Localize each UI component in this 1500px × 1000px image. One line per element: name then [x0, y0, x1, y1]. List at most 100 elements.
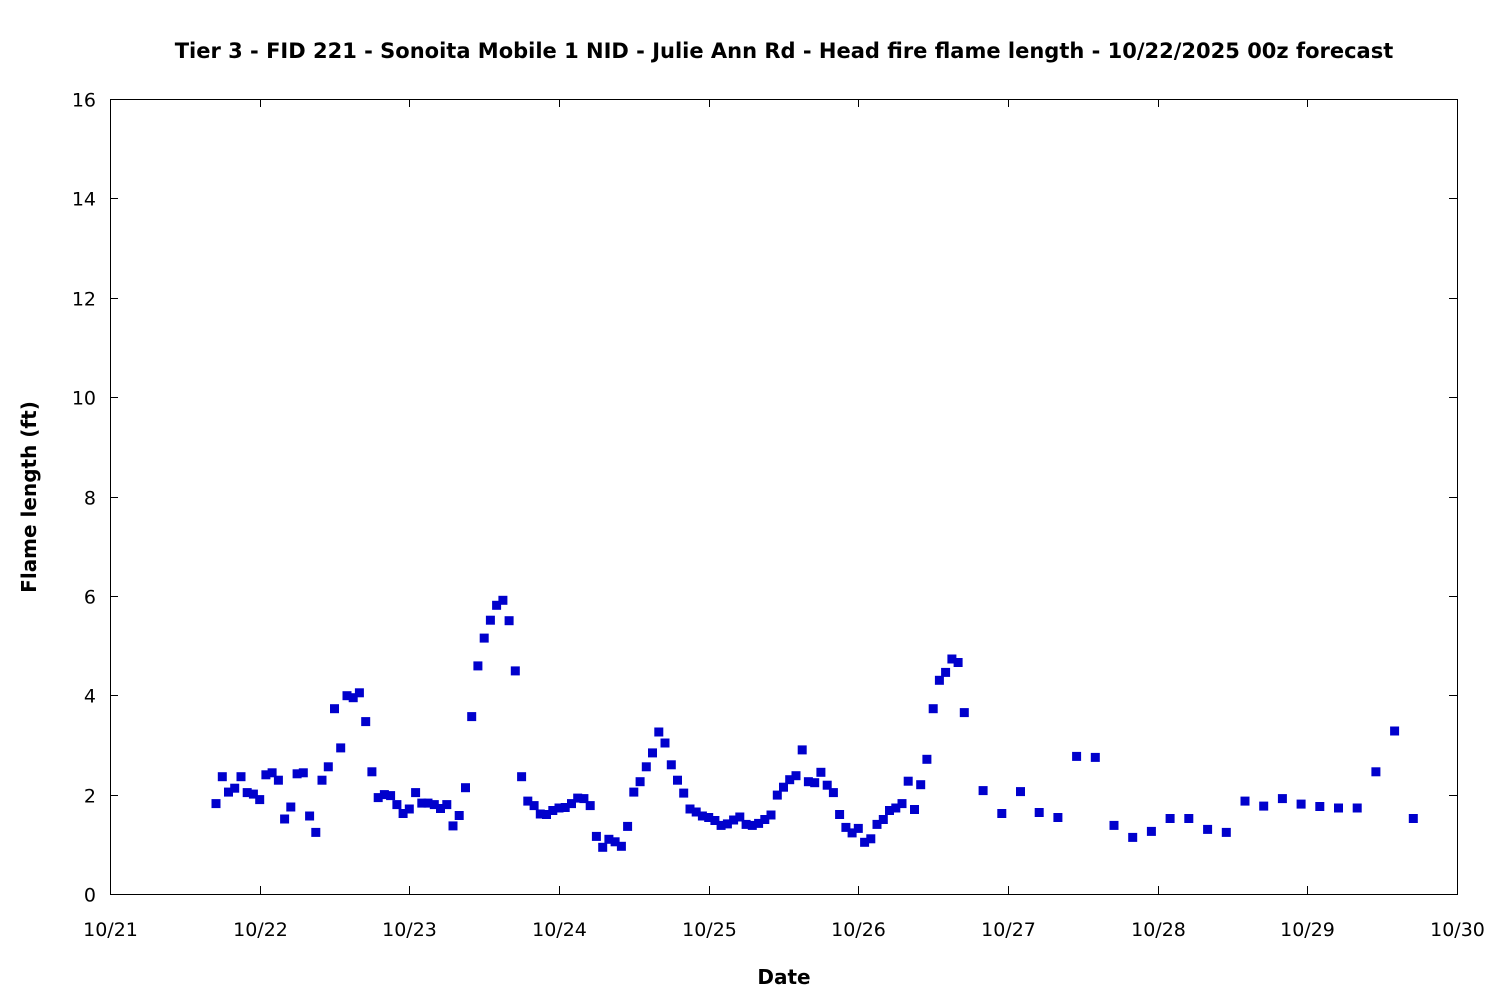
- x-axis-label: Date: [757, 965, 810, 989]
- data-point: [404, 804, 414, 814]
- data-point: [1408, 814, 1418, 823]
- data-point: [336, 743, 346, 753]
- data-point: [1203, 824, 1213, 834]
- data-point: [623, 821, 633, 831]
- data-point: [885, 806, 894, 815]
- data-point: [860, 837, 870, 847]
- data-point: [685, 804, 695, 814]
- data-point: [224, 787, 233, 797]
- data-point: [1128, 832, 1138, 842]
- data-point: [473, 661, 483, 671]
- data-point: [411, 788, 421, 798]
- plot-frame: [110, 99, 1458, 895]
- data-point: [853, 823, 863, 833]
- data-point: [230, 783, 240, 793]
- data-point: [897, 799, 907, 809]
- data-point: [305, 811, 315, 821]
- data-point: [959, 708, 969, 718]
- data-point: [928, 704, 938, 714]
- x-tick-label: 10/28: [1131, 919, 1186, 941]
- data-point: [479, 633, 489, 643]
- data-point: [286, 802, 296, 812]
- data-point: [903, 776, 913, 786]
- data-point: [242, 788, 252, 798]
- data-point: [1034, 808, 1044, 817]
- data-point: [236, 772, 246, 782]
- data-point: [679, 788, 689, 798]
- data-points: [211, 595, 1418, 852]
- data-point: [791, 771, 801, 781]
- data-point: [610, 837, 620, 847]
- data-point: [429, 800, 439, 810]
- data-point: [485, 615, 495, 625]
- data-point: [342, 691, 352, 701]
- data-point: [704, 813, 714, 822]
- data-point: [1146, 826, 1156, 836]
- x-tick-label: 10/27: [981, 919, 1036, 941]
- data-point: [542, 810, 551, 819]
- data-point: [747, 820, 757, 830]
- data-point: [1371, 767, 1381, 777]
- data-point: [822, 780, 832, 790]
- data-point: [828, 788, 838, 798]
- data-point: [311, 827, 321, 837]
- data-point: [766, 810, 776, 820]
- x-tick-label: 10/21: [83, 919, 138, 941]
- data-point: [348, 693, 358, 703]
- data-point: [367, 767, 377, 777]
- x-tick-label: 10/23: [382, 919, 437, 941]
- data-point: [941, 667, 951, 677]
- data-point: [217, 772, 227, 782]
- y-axis: 0 2 4 6 8 10 12 14 16: [72, 90, 1457, 907]
- x-axis: 10/21 10/22 10/23 10/24 10/25 10/26 10/27 10/28…: [83, 99, 1485, 941]
- data-point: [273, 775, 283, 785]
- data-point: [741, 819, 751, 829]
- data-point: [585, 801, 595, 811]
- data-point: [373, 793, 383, 803]
- data-point: [1072, 751, 1082, 761]
- data-point: [654, 727, 664, 737]
- data-point: [1259, 801, 1269, 811]
- data-point: [1016, 787, 1025, 797]
- data-point: [635, 777, 645, 787]
- data-point: [492, 600, 502, 610]
- data-point: [548, 806, 558, 815]
- x-tick-label: 10/30: [1430, 919, 1485, 941]
- data-point: [386, 791, 396, 801]
- x-tick-label: 10/22: [233, 919, 288, 941]
- data-point: [461, 783, 470, 793]
- data-point: [448, 821, 458, 831]
- data-point: [1109, 820, 1119, 830]
- data-point: [467, 712, 477, 722]
- data-point: [760, 815, 770, 824]
- data-point: [598, 842, 608, 852]
- data-point: [934, 675, 944, 685]
- data-point: [1165, 814, 1175, 823]
- chart-title: Tier 3 - FID 221 - Sonoita Mobile 1 NID …: [175, 39, 1394, 63]
- data-point: [779, 782, 788, 792]
- data-point: [841, 822, 851, 832]
- data-point: [691, 807, 701, 817]
- data-point: [666, 760, 676, 770]
- data-point: [1240, 796, 1250, 806]
- data-point: [716, 820, 726, 830]
- data-point: [847, 828, 857, 838]
- y-tick-label: 6: [84, 587, 96, 609]
- data-point: [255, 795, 265, 805]
- data-point: [354, 688, 364, 698]
- data-point: [754, 818, 764, 828]
- data-point: [498, 595, 508, 605]
- data-point: [417, 798, 427, 808]
- data-point: [641, 762, 651, 772]
- data-point: [267, 768, 277, 778]
- y-tick-label: 16: [72, 90, 96, 112]
- data-point: [523, 796, 533, 806]
- data-point: [298, 768, 308, 778]
- data-point: [361, 717, 371, 727]
- data-point: [810, 778, 820, 788]
- data-point: [280, 814, 290, 824]
- data-point: [317, 775, 327, 785]
- data-point: [660, 738, 670, 748]
- x-tick-label: 10/29: [1280, 919, 1335, 941]
- y-tick-label: 10: [72, 388, 96, 410]
